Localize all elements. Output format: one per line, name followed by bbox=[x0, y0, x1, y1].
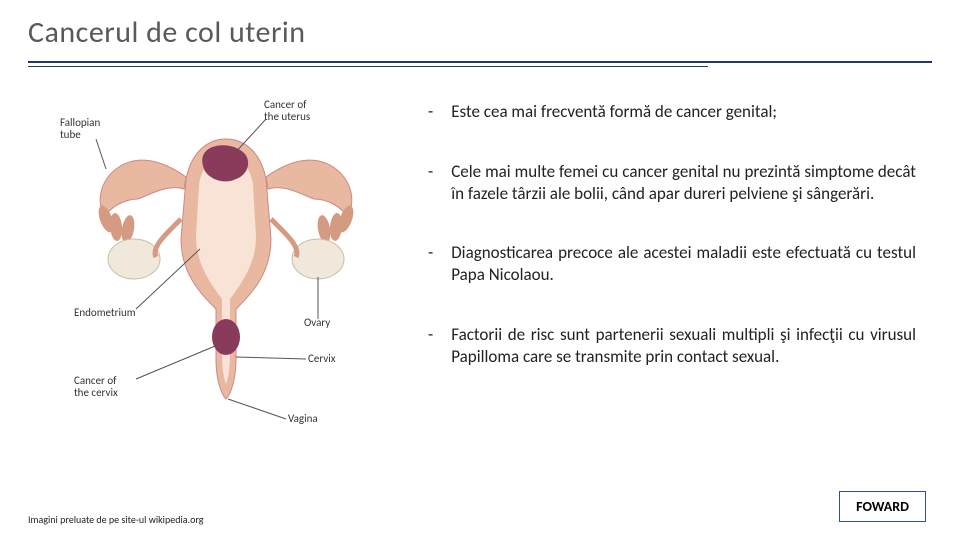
bullet-list: -Este cea mai frecventă formă de cancer … bbox=[428, 101, 916, 367]
page-title: Cancerul de col uterin bbox=[28, 14, 960, 51]
list-item: -Este cea mai frecventă formă de cancer … bbox=[428, 101, 916, 123]
label-cervix: Cervix bbox=[308, 353, 336, 365]
bullet-text: Este cea mai frecventă formă de cancer g… bbox=[451, 101, 777, 123]
bullet-text: Factorii de risc sunt partenerii sexuali… bbox=[451, 324, 916, 368]
list-item: -Diagnosticarea precoce ale acestei mala… bbox=[428, 242, 916, 286]
label-cancer-uterus: Cancer of the uterus bbox=[264, 99, 310, 123]
bullet-text: Cele mai multe femei cu cancer genital n… bbox=[451, 161, 916, 205]
list-item: -Factorii de risc sunt partenerii sexual… bbox=[428, 324, 916, 368]
label-fallopian: Fallopian tube bbox=[60, 117, 100, 141]
label-cancer-cervix: Cancer of the cervix bbox=[74, 375, 118, 399]
rule-top bbox=[28, 61, 932, 63]
forward-button[interactable]: FOWARD bbox=[839, 491, 926, 522]
label-vagina: Vagina bbox=[288, 413, 318, 425]
list-item: -Cele mai multe femei cu cancer genital … bbox=[428, 161, 916, 205]
label-ovary: Ovary bbox=[304, 317, 330, 329]
bullet-text: Diagnosticarea precoce ale acestei malad… bbox=[451, 242, 916, 286]
label-endometrium: Endometrium bbox=[74, 307, 136, 319]
uterus-diagram: Fallopian tube Cancer of the uterus Endo… bbox=[56, 99, 396, 439]
image-caption: Imagini preluate de pe site-ul wikipedia… bbox=[28, 513, 203, 526]
